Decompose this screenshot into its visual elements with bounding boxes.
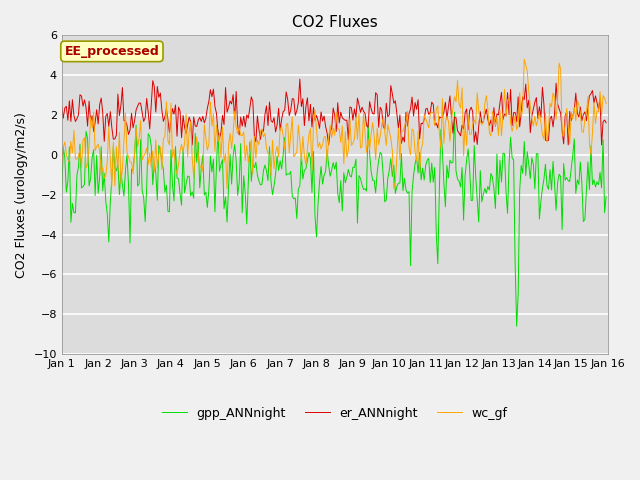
Title: CO2 Fluxes: CO2 Fluxes [292, 15, 378, 30]
gpp_ANNnight [125, 182, 132, 188]
er_ANNnight [125, 132, 132, 137]
er_ANNnight [188, 142, 196, 148]
wc_gf [298, 158, 305, 164]
gpp_ANNnight [58, 187, 66, 193]
wc_gf [220, 159, 228, 165]
wc_gf [602, 100, 610, 106]
gpp_ANNnight [602, 194, 610, 200]
Y-axis label: CO2 Fluxes (urology/m2/s): CO2 Fluxes (urology/m2/s) [15, 112, 28, 277]
gpp_ANNnight [513, 324, 520, 329]
er_ANNnight [299, 96, 307, 102]
er_ANNnight [221, 84, 229, 90]
er_ANNnight [575, 114, 582, 120]
wc_gf [223, 186, 231, 192]
wc_gf [520, 56, 528, 62]
er_ANNnight [602, 120, 610, 126]
wc_gf [575, 102, 582, 108]
er_ANNnight [249, 99, 257, 105]
Line: er_ANNnight: er_ANNnight [62, 79, 606, 145]
Legend: gpp_ANNnight, er_ANNnight, wc_gf: gpp_ANNnight, er_ANNnight, wc_gf [157, 402, 513, 425]
wc_gf [58, 163, 66, 168]
Line: gpp_ANNnight: gpp_ANNnight [62, 112, 606, 326]
gpp_ANNnight [220, 206, 228, 212]
er_ANNnight [58, 104, 66, 110]
wc_gf [240, 129, 248, 135]
gpp_ANNnight [296, 183, 303, 189]
Line: wc_gf: wc_gf [62, 59, 606, 189]
Text: EE_processed: EE_processed [65, 45, 159, 58]
gpp_ANNnight [575, 181, 582, 187]
gpp_ANNnight [248, 179, 255, 184]
wc_gf [125, 154, 132, 159]
er_ANNnight [296, 76, 303, 82]
er_ANNnight [240, 113, 248, 119]
gpp_ANNnight [451, 109, 458, 115]
wc_gf [249, 171, 257, 177]
gpp_ANNnight [238, 210, 246, 216]
